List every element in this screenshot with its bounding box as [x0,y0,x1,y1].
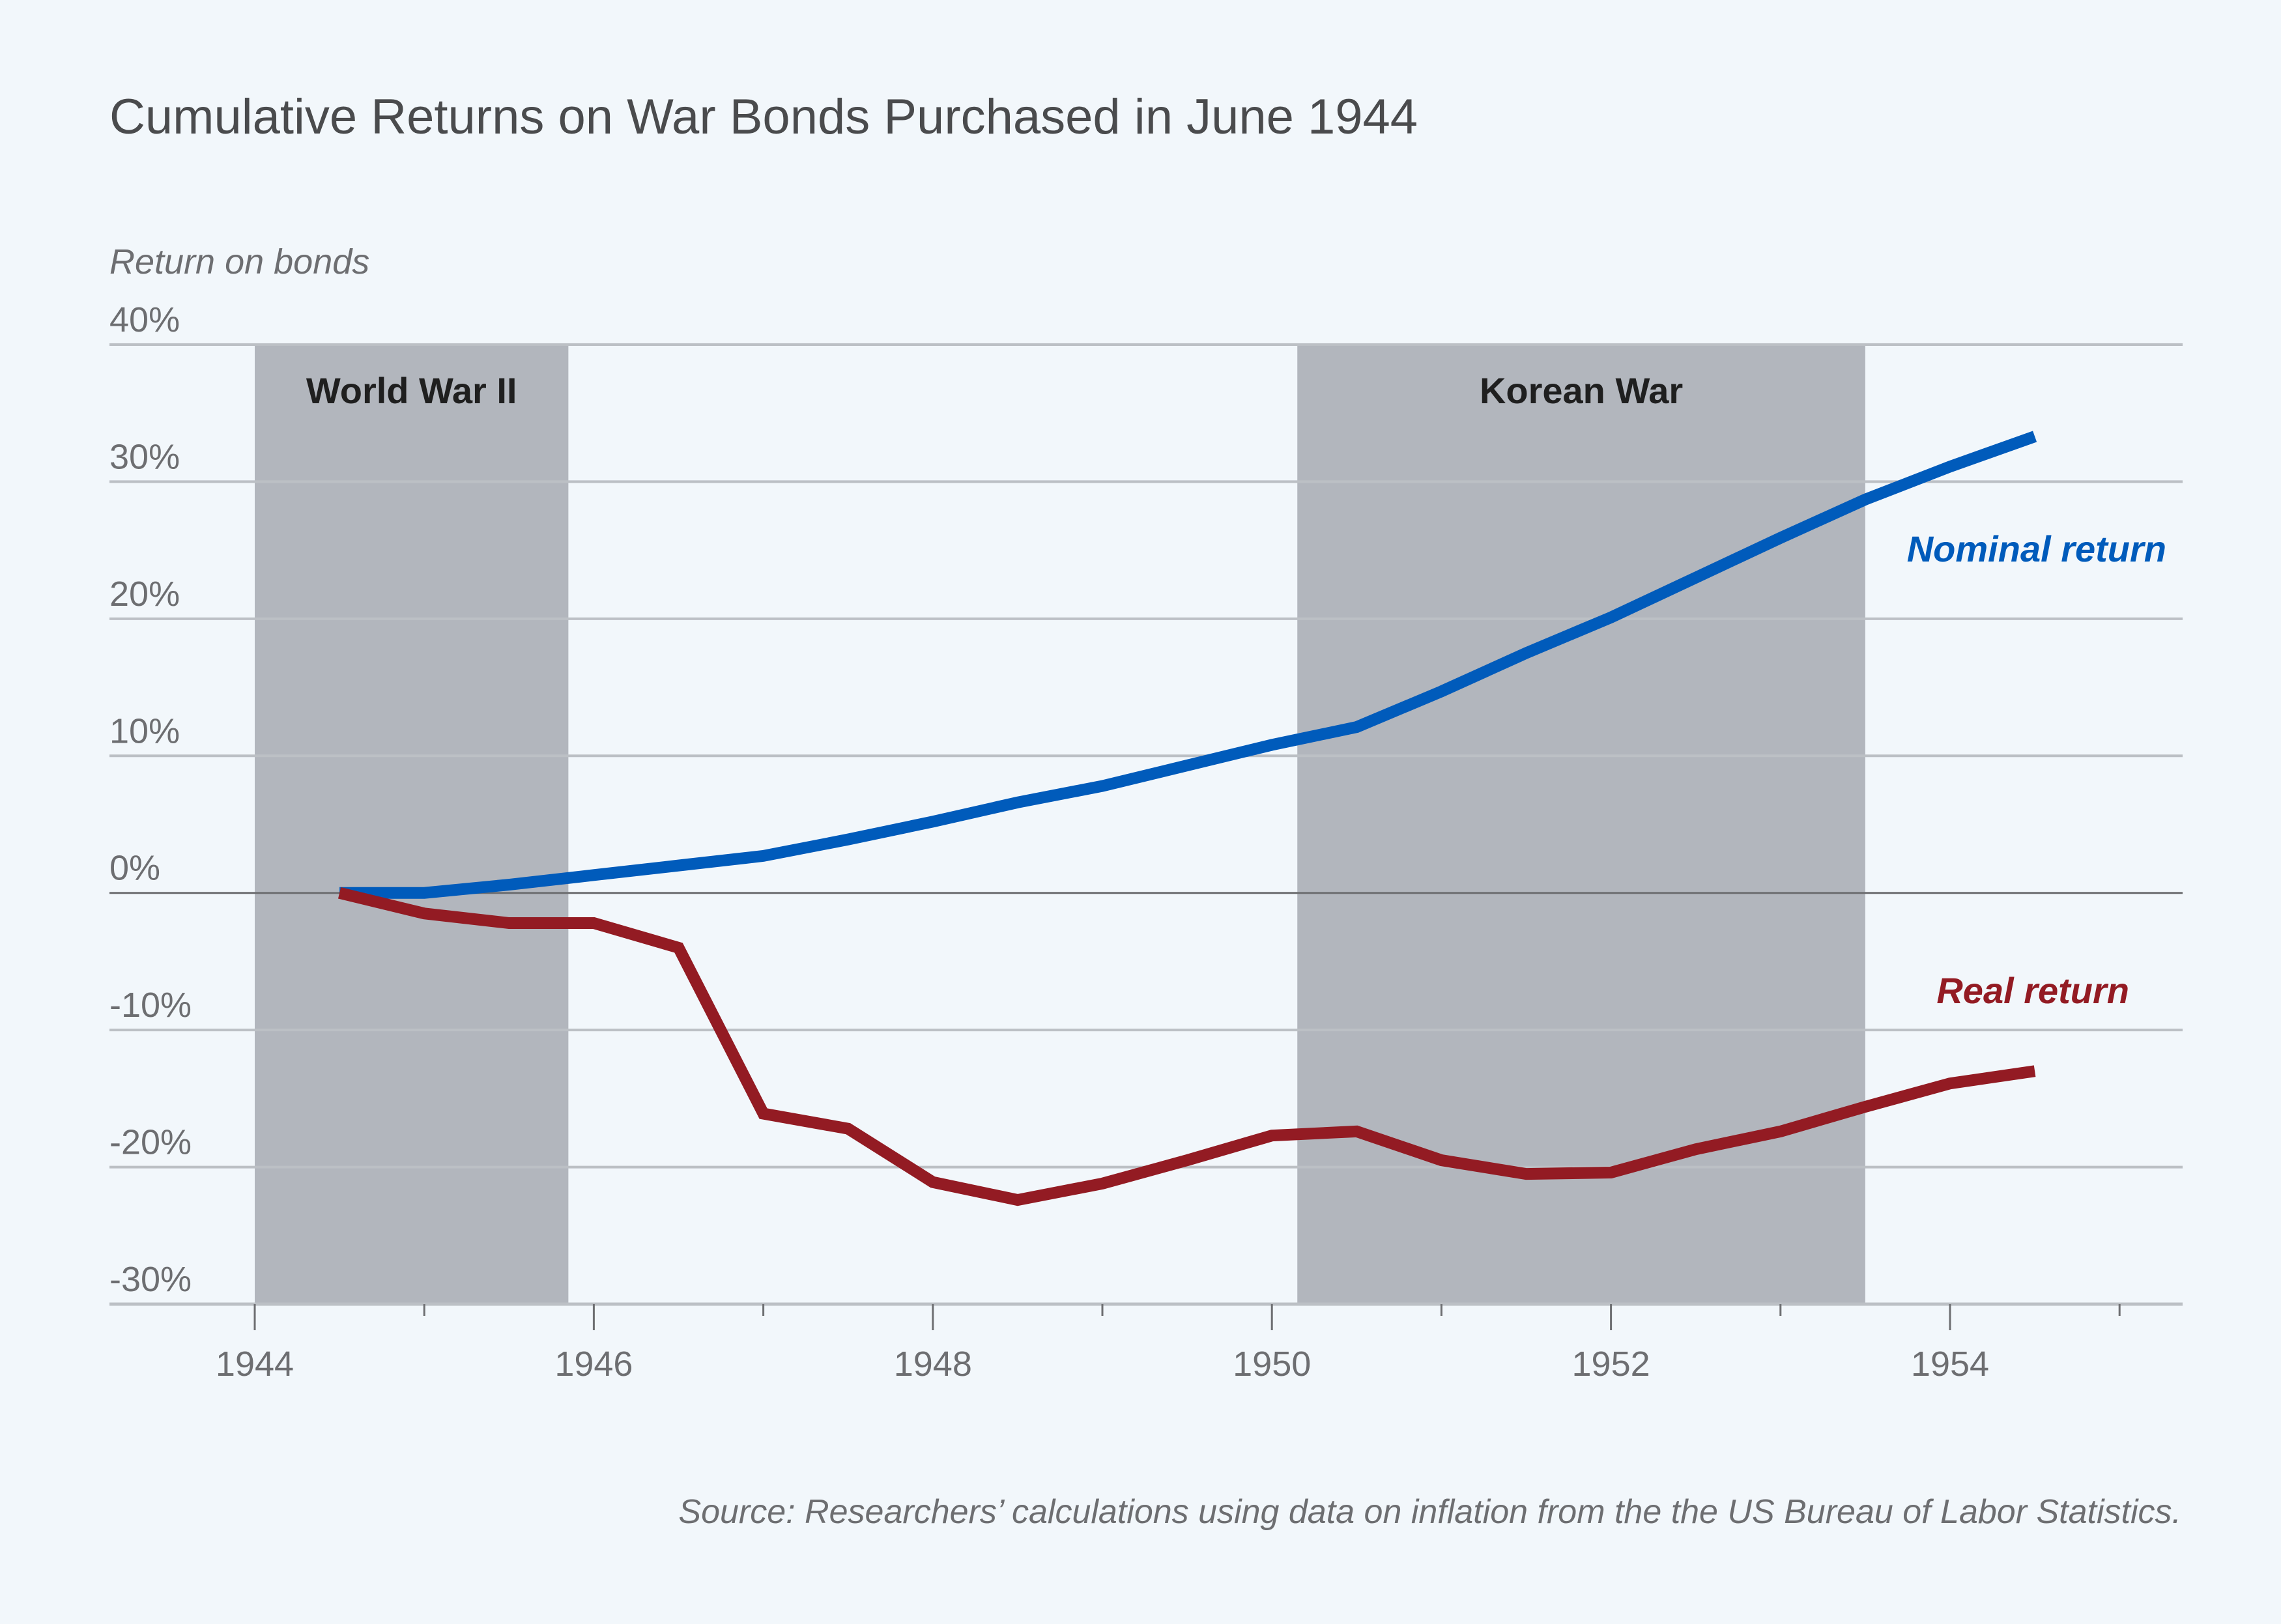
y-tick-label: 20% [109,575,180,614]
shaded-period-label: World War II [306,370,517,411]
x-tick-label: 1946 [554,1345,633,1384]
y-tick-label: 10% [109,711,180,750]
y-tick-label: -20% [109,1123,192,1162]
series-lines [337,431,2037,1206]
shaded-period-label: Korean War [1480,370,1683,411]
y-axis-label: Return on bonds [109,242,369,281]
x-axis: 1944 1946 1948 1950 1952 1954 [109,1302,2183,1384]
x-tick-label: 1952 [1572,1345,1650,1384]
shaded-period [1297,345,1865,1304]
nominal-return-label: Nominal return [1907,528,2166,569]
y-tick-label: -10% [109,986,192,1025]
series-labels: Nominal return Real return [1907,528,2166,1011]
y-tick-label: 0% [109,849,160,888]
chart-title: Cumulative Returns on War Bonds Purchase… [109,89,1418,145]
real-return-label: Real return [1936,970,2129,1011]
y-axis-ticks: 40% 30% 20% 10% 0% -10% -20% -30% [109,300,192,1299]
y-tick-label: -30% [109,1260,192,1299]
x-tick-label: 1950 [1233,1345,1311,1384]
x-tick-label: 1954 [1911,1345,1989,1384]
x-tick-label: 1948 [894,1345,972,1384]
x-tick-label: 1944 [216,1345,294,1384]
shaded-periods: World War II Korean War [255,345,1865,1304]
shaded-period [255,345,569,1304]
source-note: Source: Researchers’ calculations using … [678,1493,2181,1531]
y-tick-label: 30% [109,437,180,476]
y-tick-label: 40% [109,300,180,339]
